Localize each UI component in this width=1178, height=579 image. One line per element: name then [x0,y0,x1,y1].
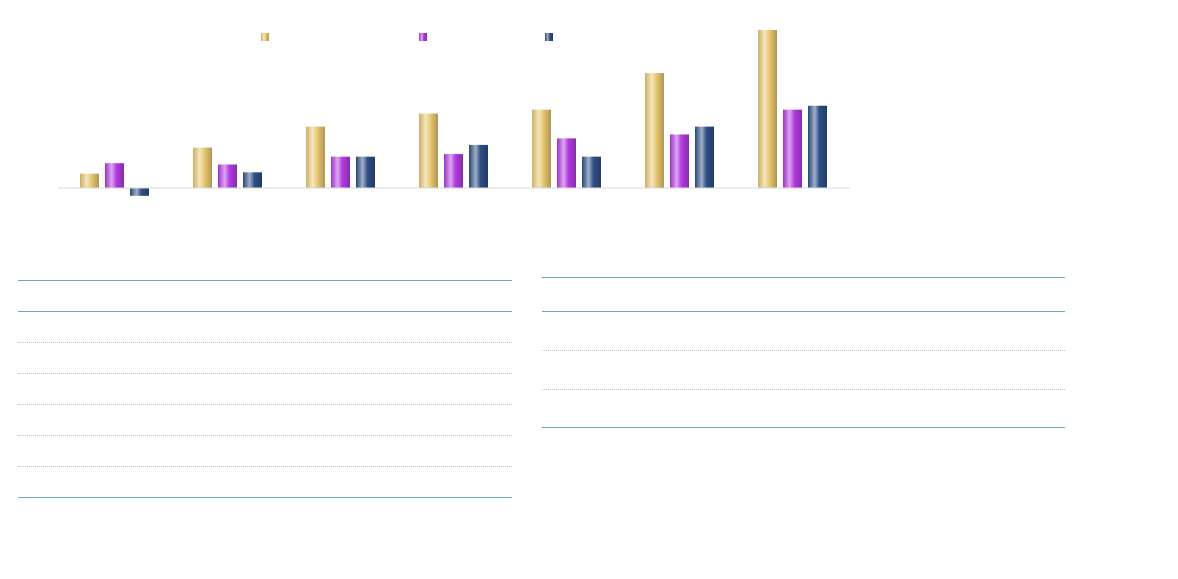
bar-series-3-category-2 [243,172,262,188]
bar-series-1-category-2 [193,147,212,188]
chart-legend [261,33,553,41]
bar-series-3-category-7 [808,105,827,188]
right-data-table [542,277,1065,429]
bar-series-2-category-6 [670,134,689,188]
bar-series-2-category-3 [331,156,350,188]
bar-series-1-category-7 [758,30,777,188]
bar-series-1-category-4 [419,113,438,188]
bar-series-3-category-1 [130,188,149,196]
bar-series-2-category-5 [557,138,576,188]
table-row-divider [18,404,512,405]
bar-series-3-category-5 [582,156,601,188]
legend-swatch-series-1 [261,33,269,41]
bar-series-2-category-1 [105,163,124,188]
table-top-rule [542,277,1065,278]
legend-swatch-series-2 [419,33,427,41]
table-bottom-rule [18,497,512,498]
table-header-rule [542,311,1065,312]
table-row-divider [18,466,512,467]
chart-bars [80,30,827,196]
bar-series-3-category-4 [469,144,488,188]
bar-series-2-category-7 [783,109,802,188]
table-row-divider [542,389,1065,390]
bar-series-3-category-3 [356,156,375,188]
table-row-divider [18,435,512,436]
table-row-divider [18,373,512,374]
table-row-divider [18,342,512,343]
bar-chart-canvas [58,30,850,196]
left-data-table [18,280,512,499]
bar-chart [0,0,870,210]
bar-series-3-category-6 [695,126,714,188]
bar-series-2-category-2 [218,164,237,188]
table-row-divider [542,350,1065,351]
bar-series-1-category-3 [306,126,325,188]
table-top-rule [18,280,512,281]
bar-series-1-category-1 [80,173,99,188]
bar-series-1-category-6 [645,73,664,188]
bar-series-1-category-5 [532,109,551,188]
table-bottom-rule [542,427,1065,428]
legend-swatch-series-3 [545,33,553,41]
bar-series-2-category-4 [444,154,463,188]
table-header-rule [18,311,512,312]
